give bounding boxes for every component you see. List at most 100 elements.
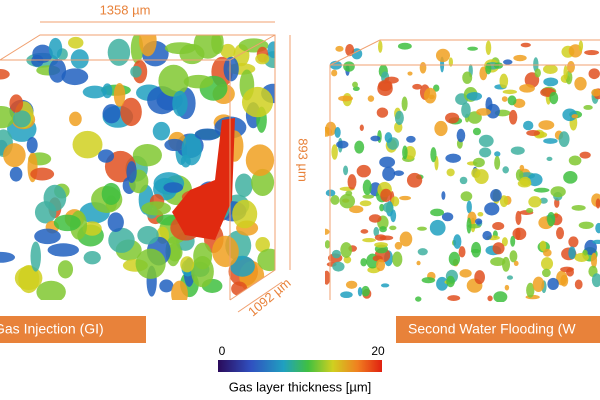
blob xyxy=(359,200,372,207)
blob xyxy=(362,194,375,199)
blob xyxy=(325,121,337,136)
blob xyxy=(485,40,492,56)
blob xyxy=(325,228,330,235)
blob xyxy=(397,42,412,50)
blob xyxy=(571,114,579,119)
blob xyxy=(406,172,423,188)
blob xyxy=(379,226,387,233)
colorbar-min: 0 xyxy=(219,344,226,358)
blob xyxy=(539,197,548,204)
blob xyxy=(487,295,493,302)
blob xyxy=(470,249,481,254)
blob xyxy=(430,147,437,163)
blob xyxy=(394,241,403,250)
blob xyxy=(343,61,355,72)
blob xyxy=(543,64,558,75)
blob xyxy=(568,155,582,166)
blob xyxy=(466,91,483,101)
blob xyxy=(542,248,552,257)
blob xyxy=(486,103,500,119)
blob xyxy=(558,131,570,147)
blob xyxy=(513,54,527,62)
blob xyxy=(435,48,451,63)
blob xyxy=(113,82,126,107)
blob xyxy=(584,49,600,56)
blob xyxy=(139,35,157,57)
blob xyxy=(137,226,159,245)
blob xyxy=(421,277,436,284)
blob xyxy=(453,234,462,249)
blob xyxy=(360,258,367,267)
blob xyxy=(379,156,396,168)
blob xyxy=(108,227,135,253)
blob xyxy=(583,105,593,110)
blob xyxy=(362,179,372,196)
blob xyxy=(34,228,61,245)
blob xyxy=(26,137,38,154)
caption-box xyxy=(396,316,600,343)
blob xyxy=(546,212,556,227)
blob xyxy=(406,135,416,143)
blob xyxy=(164,42,196,55)
blob xyxy=(18,265,40,294)
blob xyxy=(12,110,31,128)
blob xyxy=(592,239,600,245)
blob xyxy=(68,36,84,49)
width-label: 1358 µm xyxy=(100,2,151,17)
blob xyxy=(467,46,478,51)
blob xyxy=(132,143,162,167)
blob xyxy=(501,256,511,272)
blob xyxy=(417,226,427,231)
blob xyxy=(568,236,579,248)
blob xyxy=(493,291,508,302)
blob xyxy=(255,237,270,253)
blob xyxy=(102,83,113,99)
blob xyxy=(513,260,519,267)
blob xyxy=(484,202,500,216)
blob xyxy=(30,167,55,181)
blob xyxy=(446,168,455,177)
blob xyxy=(402,145,408,160)
blob xyxy=(362,237,376,243)
blob xyxy=(429,219,446,236)
blob xyxy=(479,147,492,158)
blob xyxy=(82,85,107,99)
blob xyxy=(447,295,461,302)
blob xyxy=(547,277,559,291)
blob xyxy=(502,166,509,174)
blob xyxy=(361,285,370,297)
blob xyxy=(508,109,518,125)
blob xyxy=(172,90,188,117)
blob xyxy=(212,235,239,268)
bounding-box-left xyxy=(0,21,291,313)
blob xyxy=(515,210,522,225)
blob xyxy=(571,204,586,211)
blob xyxy=(556,270,568,286)
blob xyxy=(448,251,461,266)
blob xyxy=(591,88,600,97)
blob xyxy=(367,95,375,102)
blob xyxy=(380,283,390,288)
blob xyxy=(330,195,340,205)
blob xyxy=(595,198,600,209)
blob xyxy=(223,56,239,82)
blob xyxy=(347,174,357,190)
blob xyxy=(526,207,534,214)
blob xyxy=(267,41,275,59)
blob xyxy=(70,49,89,69)
blob xyxy=(509,250,518,263)
blob xyxy=(368,214,382,223)
blob xyxy=(441,191,446,200)
blob xyxy=(595,222,600,234)
blob xyxy=(229,255,255,277)
blob xyxy=(331,69,338,77)
blob xyxy=(374,242,388,248)
blob xyxy=(325,240,331,249)
blob xyxy=(83,250,101,265)
colorbar-max: 20 xyxy=(371,344,385,358)
blob xyxy=(517,179,532,188)
blob xyxy=(550,186,566,198)
blob xyxy=(53,214,81,232)
